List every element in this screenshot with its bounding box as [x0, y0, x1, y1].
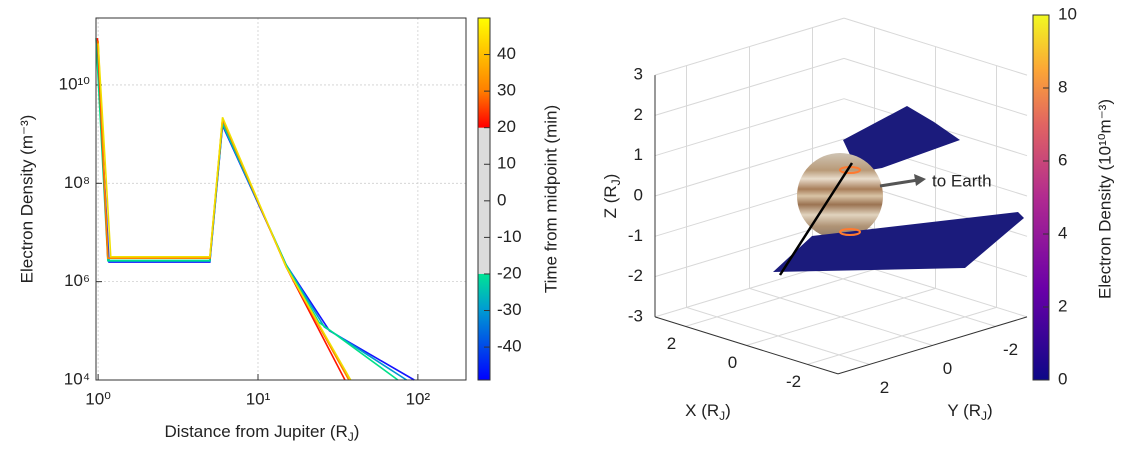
- y-tick-label: -2: [1003, 340, 1018, 359]
- colorbar-tick-label: 6: [1058, 150, 1067, 169]
- scene: -3 -2 -1 0 1 2 3 2 0 -2 2 0 -2 to Earth 0 2 4 6 8 10: [628, 4, 1077, 396]
- colorbar-tick-label: 40: [497, 44, 516, 63]
- grid-line: [812, 268, 996, 327]
- jupiter: [797, 153, 883, 239]
- x-tick-label: 10²: [406, 389, 431, 408]
- label-subscript: J: [981, 409, 987, 423]
- colorbar-tick-label: 20: [497, 117, 516, 136]
- colorbar-tick-label: 30: [497, 81, 516, 100]
- plasma-sheet: [773, 212, 1024, 272]
- data-line: [97, 43, 352, 381]
- right-panel: Electron Density (10¹⁰m⁻³) Z (RJ) X (RJ)…: [601, 4, 1114, 423]
- y-tick-label: 10⁸: [64, 173, 90, 192]
- grid-line: [749, 287, 933, 346]
- z-tick-label: 0: [634, 185, 643, 204]
- earth-arrowhead: [914, 174, 926, 186]
- label-subscript: J: [609, 179, 623, 185]
- colorbar-tick-label: 0: [1058, 369, 1067, 388]
- x-tick-label: 0: [728, 353, 737, 372]
- data-line: [95, 37, 399, 381]
- x-tick-label: -2: [786, 372, 801, 391]
- colorbar-label: Time from midpoint (min): [541, 105, 560, 293]
- label-subscript: J: [719, 409, 725, 423]
- label-text: X (R: [685, 401, 719, 420]
- x-tick-label: 2: [667, 334, 676, 353]
- colorbar-tick-label: 2: [1058, 296, 1067, 315]
- z-tick-label: 2: [634, 105, 643, 124]
- axis-line: [654, 316, 839, 375]
- data-line: [95, 40, 408, 381]
- line-of-sight: [778, 162, 854, 276]
- z-axis-label: Z (RJ): [601, 174, 623, 219]
- data-line: [95, 40, 415, 381]
- y-axis-label: Y (RJ): [947, 401, 992, 423]
- colorbar-tick-label: -20: [497, 263, 522, 282]
- colorbar-tick-label: -10: [497, 227, 522, 246]
- colorbar-label: Electron Density (10¹⁰m⁻³): [1095, 99, 1114, 299]
- label-text: ): [354, 422, 360, 441]
- colorbar-tick-label: 0: [497, 190, 506, 209]
- colorbar-tick-label: 4: [1058, 223, 1067, 242]
- x-tick-label: 10⁰: [85, 389, 111, 408]
- aurora: [839, 228, 861, 236]
- label-text: Z (R: [601, 185, 620, 218]
- z-tick-label: 1: [634, 145, 643, 164]
- y-tick-label: 10¹⁰: [59, 74, 91, 93]
- y-tick-label: 0: [943, 359, 952, 378]
- axes-frame: [95, 17, 467, 381]
- colorbar-tick-label: 10: [1058, 4, 1077, 23]
- annotation: to Earth: [932, 171, 992, 190]
- z-tick-label: -3: [628, 306, 643, 325]
- label-text: Y (R: [947, 401, 981, 420]
- z-tick-label: -2: [628, 266, 643, 285]
- axis-line: [837, 316, 1028, 375]
- colorbar-frame: [1032, 14, 1050, 381]
- data-line: [96, 37, 346, 381]
- label-text: Distance from Jupiter (R: [165, 422, 348, 441]
- colorbar-tick-label: 8: [1058, 77, 1067, 96]
- label-subscript: J: [348, 430, 354, 444]
- colorbar-tick-label: -40: [497, 337, 522, 356]
- label-text: ): [987, 401, 993, 420]
- plasma-sheet: [843, 106, 960, 172]
- earth-arrow: [879, 178, 919, 188]
- label-text: ): [725, 401, 731, 420]
- colorbar: [1033, 15, 1049, 380]
- data-line: [97, 40, 350, 381]
- left-panel: Distance from Jupiter (RJ) Electron Dens…: [17, 17, 560, 444]
- x-axis-label: Distance from Jupiter (RJ): [165, 422, 360, 444]
- label-text: ): [601, 174, 620, 180]
- y-tick-label: 2: [880, 378, 889, 397]
- colorbar-tick-label: -30: [497, 300, 522, 319]
- x-tick-label: 10¹: [246, 389, 271, 408]
- colorbar-tick-label: 10: [497, 154, 516, 173]
- y-tick-label: 10⁶: [64, 271, 90, 290]
- z-tick-label: -1: [628, 226, 643, 245]
- z-tick-label: 3: [634, 65, 643, 84]
- y-tick-label: 10⁴: [64, 369, 90, 388]
- y-axis-label: Electron Density (m⁻³): [17, 115, 36, 284]
- colorbar-frame: [477, 17, 491, 381]
- x-axis-label: X (RJ): [685, 401, 731, 423]
- grid-line: [686, 306, 870, 365]
